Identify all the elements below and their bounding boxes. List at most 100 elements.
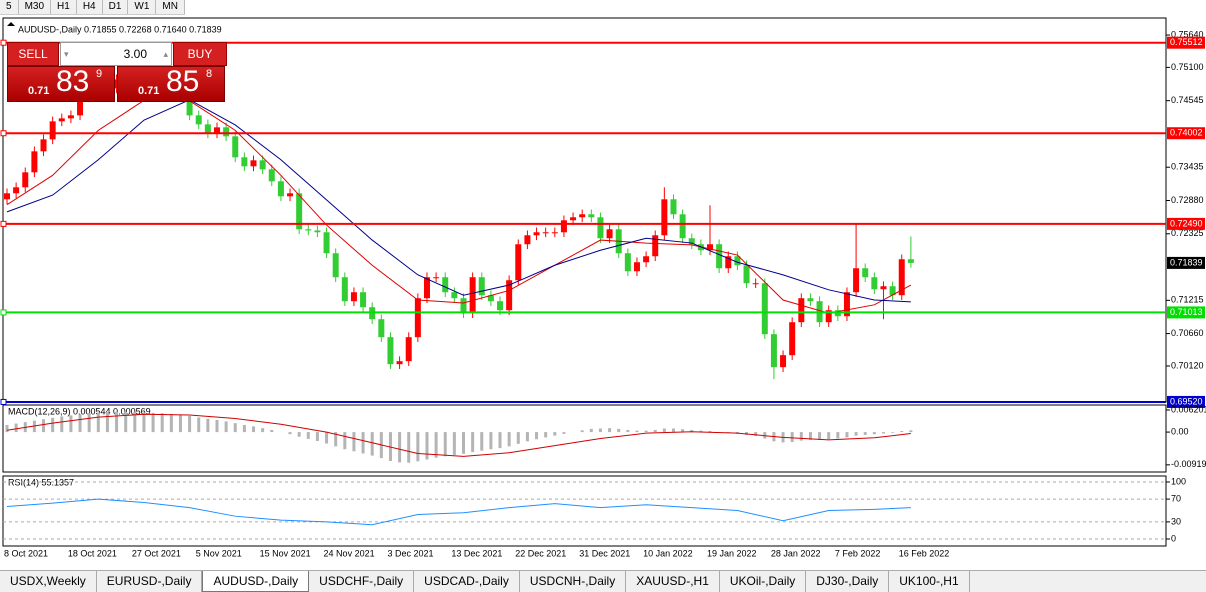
candle-body xyxy=(907,259,914,263)
y-tick-label: 0 xyxy=(1171,533,1176,543)
candle-body xyxy=(542,232,549,234)
macd-bar xyxy=(462,432,465,454)
candle-body xyxy=(716,244,723,269)
symbol-tab[interactable]: XAUUSD-,H1 xyxy=(626,571,720,592)
timeframe-button[interactable]: D1 xyxy=(103,0,129,14)
candle-body xyxy=(725,256,732,269)
y-tick-label: 0.71215 xyxy=(1171,295,1204,305)
macd-bar xyxy=(334,432,338,447)
macd-bar xyxy=(827,432,831,440)
macd-bar xyxy=(662,428,666,433)
sell-button[interactable]: SELL xyxy=(7,42,59,66)
level-label: 0.71013 xyxy=(1170,307,1203,317)
candle-body xyxy=(551,232,558,234)
symbol-tab[interactable]: EURUSD-,Daily xyxy=(97,571,203,592)
y-tick-label: 100 xyxy=(1171,476,1186,486)
candle-body xyxy=(780,355,787,368)
candle-body xyxy=(204,124,211,134)
symbol-tab[interactable]: USDCHF-,Daily xyxy=(309,571,415,592)
macd-bar xyxy=(626,429,630,433)
buy-button[interactable]: BUY xyxy=(173,42,227,66)
level-tag xyxy=(1167,306,1205,319)
macd-bar xyxy=(124,411,128,433)
candle-body xyxy=(871,277,878,290)
candle-body xyxy=(405,337,412,362)
y-tick-label: 0.72325 xyxy=(1171,228,1204,238)
bid-quote[interactable]: 0.71 83 9 xyxy=(7,65,115,102)
x-tick-label: 8 Oct 2021 xyxy=(4,548,48,558)
symbol-tab[interactable]: USDX,Weekly xyxy=(0,571,97,592)
macd-bar xyxy=(900,431,904,433)
macd-bar xyxy=(188,416,192,433)
macd-bar xyxy=(398,432,402,463)
level-marker xyxy=(0,220,7,227)
macd-bar xyxy=(178,414,182,433)
candle-body xyxy=(232,136,239,158)
macd-bar xyxy=(160,413,164,433)
timeframe-button[interactable]: 5 xyxy=(0,0,19,14)
ask-small: 8 xyxy=(206,68,213,80)
bid-prefix: 0.71 xyxy=(28,85,50,97)
ask-quote[interactable]: 0.71 85 8 xyxy=(117,65,225,102)
macd-bar xyxy=(589,428,593,433)
timeframe-button[interactable]: H4 xyxy=(77,0,103,14)
candle-body xyxy=(277,181,284,197)
volume-input[interactable]: ▾ 3.00 ▴ xyxy=(60,42,172,66)
symbol-tab[interactable]: USDCAD-,Daily xyxy=(414,571,520,592)
candle-body xyxy=(487,295,494,302)
candle-body xyxy=(679,214,686,239)
signal-line xyxy=(6,413,911,457)
symbol-tab[interactable]: AUDUSD-,Daily xyxy=(202,571,310,592)
symbol-tab[interactable]: USDCNH-,Daily xyxy=(520,571,627,592)
level-tag xyxy=(1167,217,1205,230)
bid-small: 9 xyxy=(96,68,103,80)
timeframe-button[interactable]: M30 xyxy=(19,0,52,14)
ask-prefix: 0.71 xyxy=(138,85,160,97)
candle-body xyxy=(506,280,513,311)
timeframe-button[interactable]: MN xyxy=(156,0,185,14)
timeframe-button[interactable]: H1 xyxy=(51,0,77,14)
y-tick-label: 0.73435 xyxy=(1171,162,1204,172)
macd-bar xyxy=(699,430,703,433)
candle-body xyxy=(670,199,677,215)
symbol-tab[interactable]: UKOil-,Daily xyxy=(720,571,807,592)
macd-bar xyxy=(270,429,274,433)
candle-body xyxy=(688,238,695,245)
macd-bar xyxy=(498,432,502,449)
macd-bar xyxy=(261,428,265,433)
macd-bar xyxy=(60,416,64,433)
x-tick-label: 7 Feb 2022 xyxy=(835,548,881,558)
candle-body xyxy=(469,277,476,314)
timeframe-button[interactable]: W1 xyxy=(128,0,157,14)
x-tick-label: 3 Dec 2021 xyxy=(387,548,433,558)
volume: 3.00 xyxy=(123,47,147,61)
macd-bar xyxy=(690,429,694,433)
macd-bar xyxy=(14,423,18,433)
macd-bar xyxy=(388,432,392,461)
macd-bar xyxy=(315,432,319,441)
candle-body xyxy=(597,217,604,239)
up-arrow[interactable]: ▴ xyxy=(163,49,168,59)
candle-body xyxy=(341,277,348,302)
candle-body xyxy=(378,319,385,338)
candle-body xyxy=(533,232,540,236)
candle-body xyxy=(414,298,421,338)
moving-average xyxy=(6,94,912,314)
down-arrow[interactable]: ▾ xyxy=(64,49,69,59)
macd-bar xyxy=(671,428,675,433)
macd-bar xyxy=(206,418,210,433)
symbol-tab[interactable]: DJ30-,Daily xyxy=(806,571,890,592)
x-tick-label: 31 Dec 2021 xyxy=(579,548,630,558)
level-marker xyxy=(0,309,7,316)
macd-bar xyxy=(288,432,292,435)
symbol-tab[interactable]: UK100-,H1 xyxy=(889,571,970,592)
macd-bar xyxy=(891,432,895,433)
macd-bar xyxy=(799,432,803,441)
candle-body xyxy=(49,121,56,140)
candle-body xyxy=(296,193,303,230)
macd-bar xyxy=(808,432,812,440)
candle-body xyxy=(314,230,321,233)
candle-body xyxy=(241,157,248,167)
candle-body xyxy=(478,277,485,296)
macd-bar xyxy=(215,419,219,433)
